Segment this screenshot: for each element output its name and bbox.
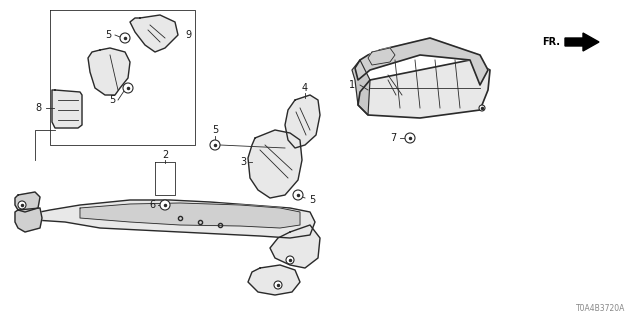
Circle shape: [479, 105, 485, 111]
Polygon shape: [358, 60, 490, 118]
Text: 5: 5: [105, 30, 111, 40]
Polygon shape: [565, 33, 599, 51]
Polygon shape: [355, 38, 488, 85]
Text: T0A4B3720A: T0A4B3720A: [575, 304, 625, 313]
Text: 6: 6: [149, 200, 155, 210]
Circle shape: [286, 256, 294, 264]
Polygon shape: [270, 225, 320, 268]
Polygon shape: [368, 48, 395, 65]
Circle shape: [123, 83, 133, 93]
Polygon shape: [285, 95, 320, 148]
Circle shape: [18, 201, 26, 209]
Polygon shape: [15, 192, 40, 212]
Circle shape: [293, 190, 303, 200]
Polygon shape: [15, 208, 42, 232]
Text: 5: 5: [212, 125, 218, 135]
Circle shape: [210, 140, 220, 150]
Circle shape: [120, 33, 130, 43]
Text: 2: 2: [162, 150, 168, 160]
Text: 7: 7: [390, 133, 396, 143]
Circle shape: [160, 200, 170, 210]
Text: 3: 3: [240, 157, 246, 167]
Circle shape: [405, 133, 415, 143]
Circle shape: [274, 281, 282, 289]
Text: 4: 4: [302, 83, 308, 93]
Text: 5: 5: [109, 95, 115, 105]
Text: 1: 1: [349, 80, 355, 90]
Text: 8: 8: [35, 103, 41, 113]
Polygon shape: [88, 48, 130, 95]
Polygon shape: [130, 15, 178, 52]
Text: 9: 9: [185, 30, 191, 40]
Polygon shape: [248, 130, 302, 198]
Text: FR.: FR.: [542, 37, 560, 47]
Polygon shape: [25, 200, 315, 238]
Polygon shape: [248, 265, 300, 295]
Polygon shape: [80, 203, 300, 228]
Polygon shape: [352, 60, 370, 115]
Text: 5: 5: [309, 195, 315, 205]
Polygon shape: [52, 90, 82, 128]
